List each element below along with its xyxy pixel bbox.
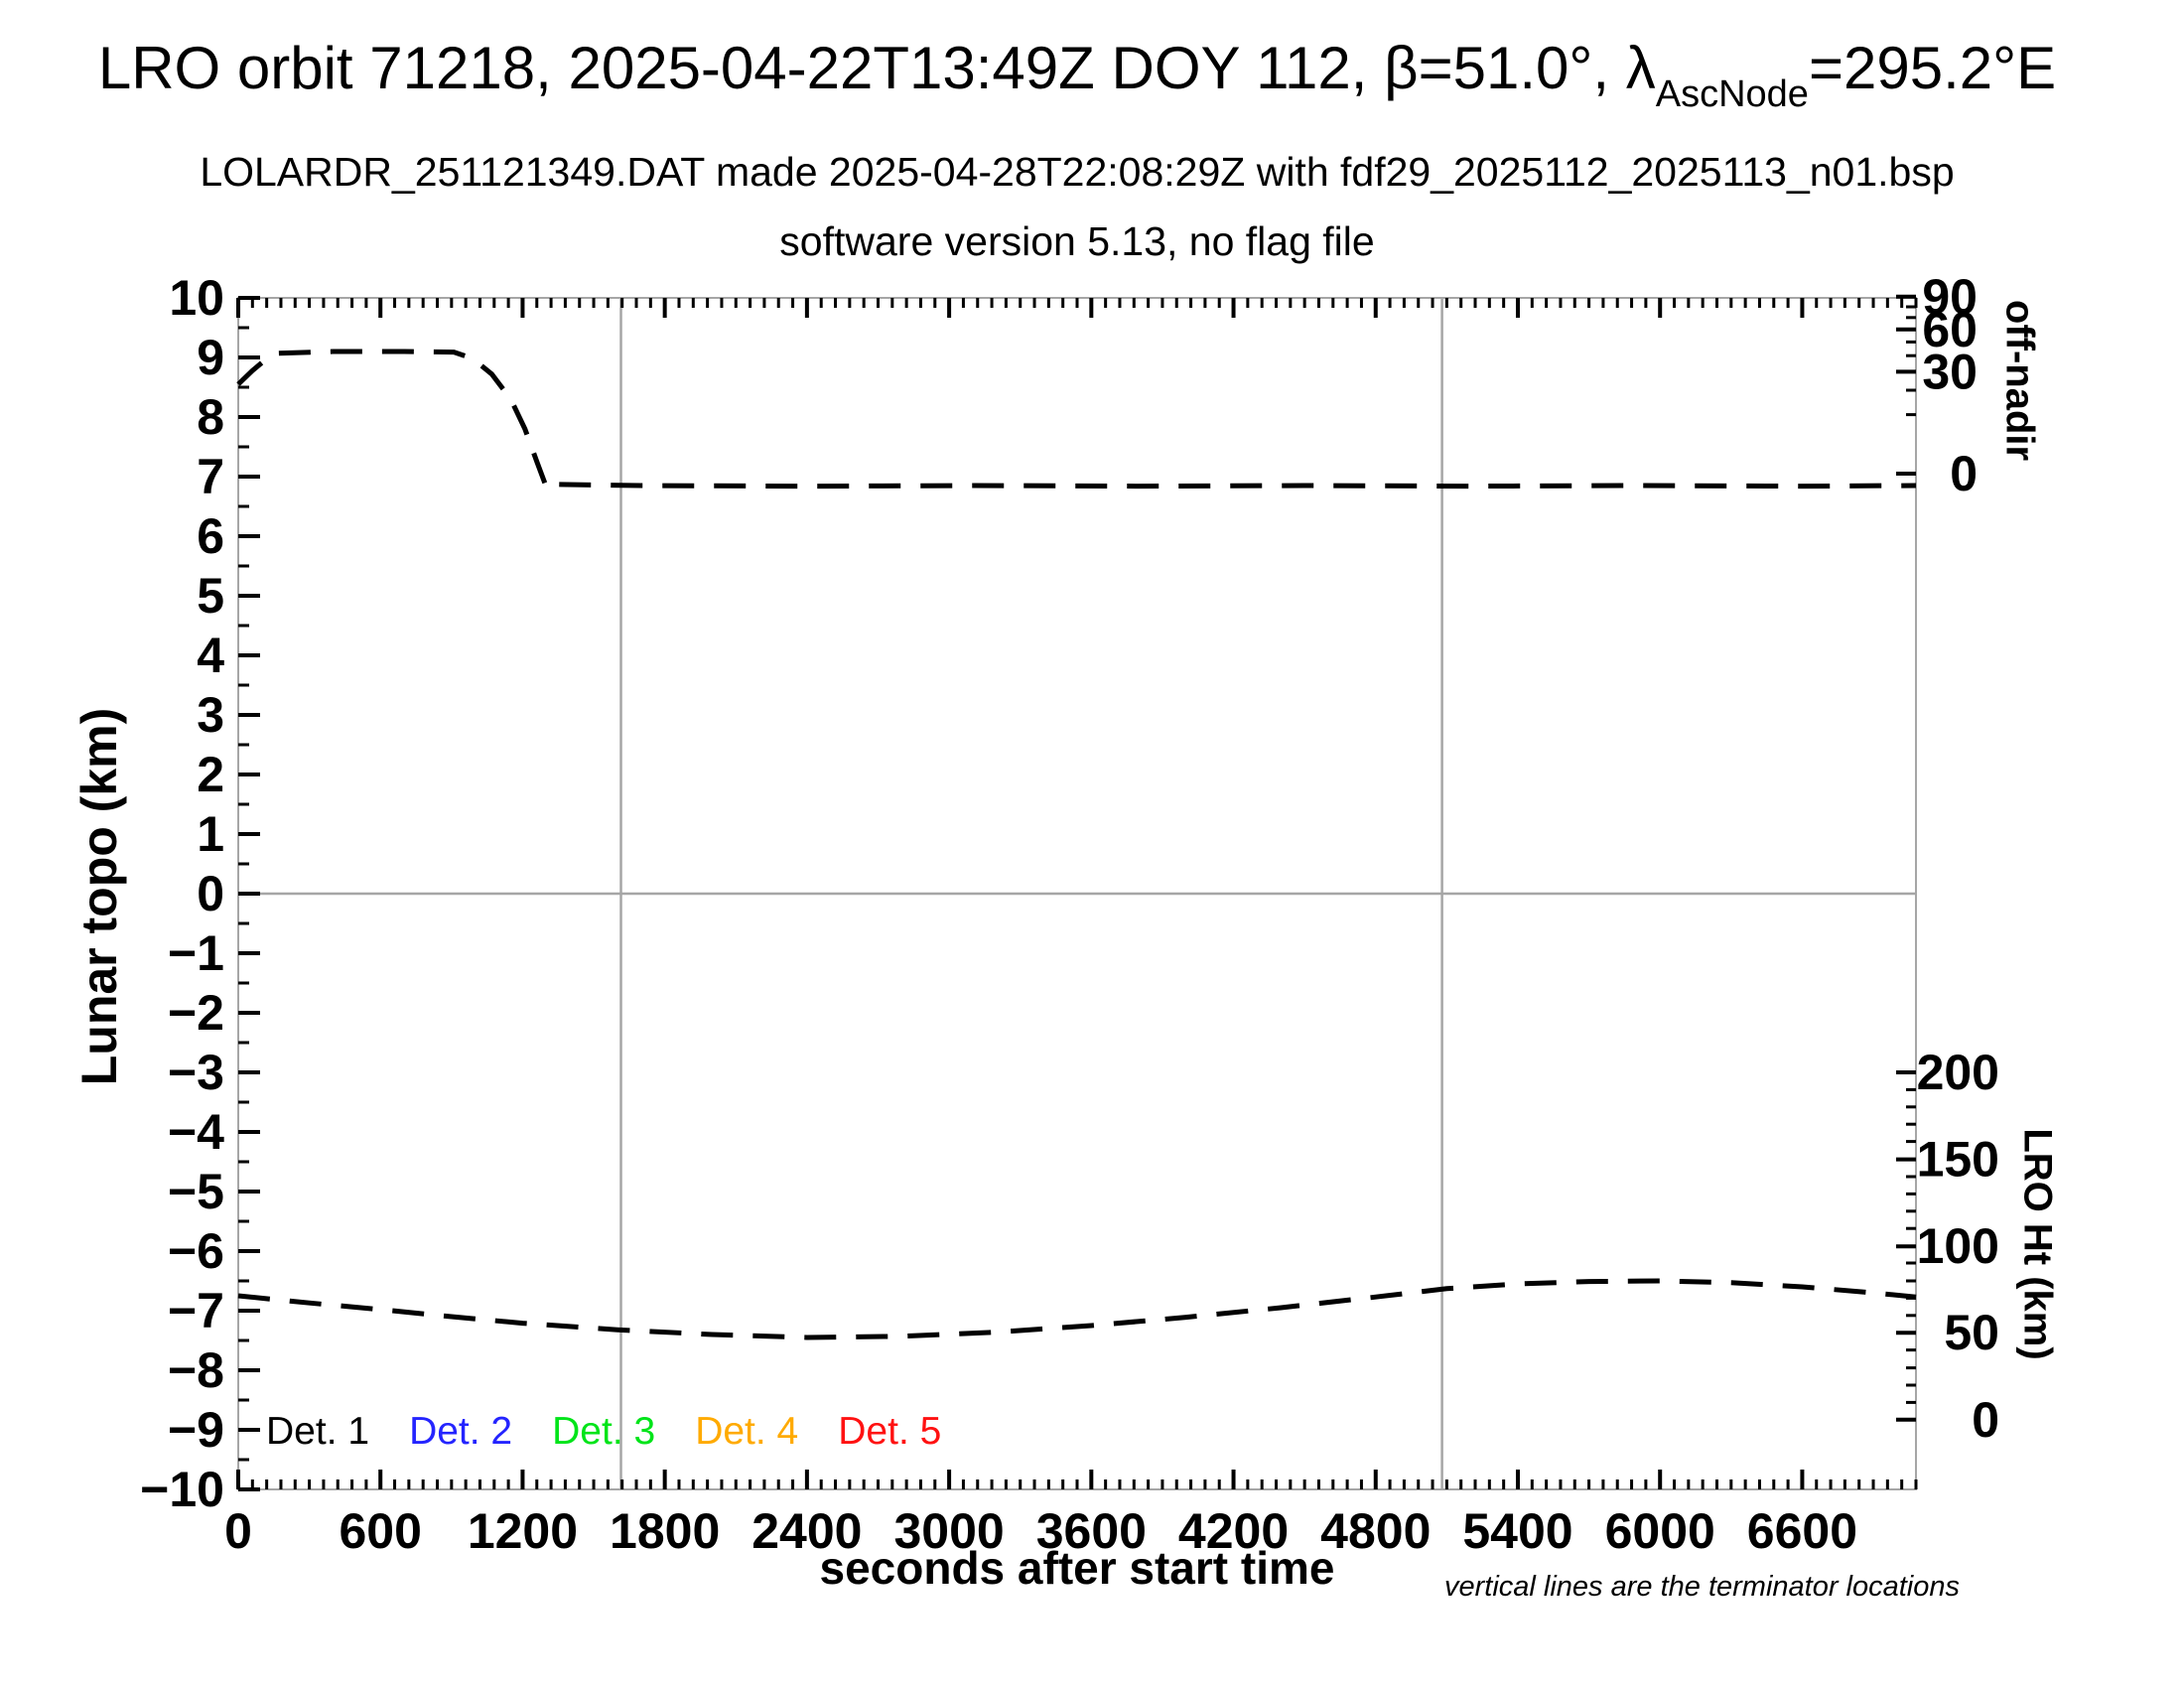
x-tick-label: 1800 — [610, 1503, 720, 1559]
x-tick-label: 3600 — [1036, 1503, 1147, 1559]
y-tick-label: 1 — [197, 806, 224, 862]
y-tick-label: −4 — [168, 1104, 224, 1160]
y-tick-label: 4 — [197, 628, 224, 683]
terminator-note: vertical lines are the terminator locati… — [1443, 1571, 1960, 1603]
detector-legend: Det. 1 Det. 2 Det. 3 Det. 4 Det. 5 — [266, 1410, 941, 1454]
y-tick-label: −9 — [168, 1402, 224, 1458]
y-tick-label: 5 — [197, 568, 224, 624]
x-tick-label: 0 — [224, 1503, 252, 1559]
lroht-tick-label: 100 — [1917, 1218, 1999, 1274]
lroht-tick-label: 50 — [1944, 1305, 1999, 1360]
y-tick-label: −2 — [168, 985, 224, 1041]
legend-item: Det. 3 — [552, 1410, 656, 1453]
y-tick-label: 9 — [197, 330, 224, 385]
x-tick-label: 6600 — [1747, 1503, 1857, 1559]
title-subscript: AscNode — [1655, 73, 1809, 115]
lroht-curve — [237, 1278, 1917, 1340]
title-suffix: =295.2°E — [1808, 35, 2057, 101]
y-tick-label: 8 — [197, 389, 224, 445]
x-tick-label: 600 — [340, 1503, 422, 1559]
x-tick-label: 6000 — [1605, 1503, 1715, 1559]
lroht-axis-title: LRO Ht (km) — [2015, 1128, 2060, 1360]
y-tick-label: 6 — [197, 508, 224, 564]
offnadir-curve — [236, 349, 1917, 493]
subtitle-version: software version 5.13, no flag file — [779, 218, 1375, 264]
y-tick-label: 2 — [197, 747, 224, 802]
lroht-tick-label: 150 — [1917, 1132, 1999, 1188]
lroht-tick-label: 0 — [1972, 1392, 1999, 1448]
legend-item: Det. 5 — [838, 1410, 942, 1453]
x-tick-label: 3000 — [893, 1503, 1004, 1559]
legend-item: Det. 2 — [409, 1410, 513, 1453]
subtitle-file: LOLARDR_251121349.DAT made 2025-04-28T22… — [200, 149, 1955, 195]
y-tick-label: −3 — [168, 1045, 224, 1100]
y-tick-label: −7 — [168, 1283, 224, 1338]
y-tick-label: −8 — [168, 1342, 224, 1398]
y-tick-label: −10 — [140, 1462, 224, 1517]
offnadir-tick-label: 90 — [1922, 269, 1978, 325]
lroht-tick-label: 200 — [1917, 1045, 1999, 1100]
y-tick-label: 3 — [197, 687, 224, 743]
page-title: LRO orbit 71218, 2025-04-22T13:49Z DOY 1… — [0, 36, 2154, 116]
offnadir-tick-label: 60 — [1922, 302, 1978, 357]
left-axis-title: Lunar topo (km) — [71, 707, 127, 1086]
offnadir-tick-label: 0 — [1950, 446, 1978, 501]
y-tick-label: 0 — [197, 866, 224, 921]
x-tick-label: 1200 — [468, 1503, 578, 1559]
y-tick-label: −5 — [168, 1164, 224, 1219]
y-tick-label: −1 — [168, 925, 224, 981]
y-tick-label: 10 — [169, 270, 224, 326]
x-tick-label: 2400 — [751, 1503, 862, 1559]
y-tick-label: −6 — [168, 1223, 224, 1279]
x-axis-title: seconds after start time — [819, 1542, 1335, 1594]
offnadir-tick-label: 30 — [1922, 344, 1978, 399]
x-tick-label: 4800 — [1320, 1503, 1431, 1559]
x-tick-label: 4200 — [1178, 1503, 1289, 1559]
offnadir-axis-title: off-nadir — [1997, 299, 2042, 462]
title-prefix: LRO orbit 71218, 2025-04-22T13:49Z DOY 1… — [97, 35, 1656, 101]
legend-item: Det. 4 — [695, 1410, 799, 1453]
y-tick-label: 7 — [197, 449, 224, 504]
x-tick-label: 5400 — [1462, 1503, 1572, 1559]
legend-item: Det. 1 — [266, 1410, 370, 1453]
